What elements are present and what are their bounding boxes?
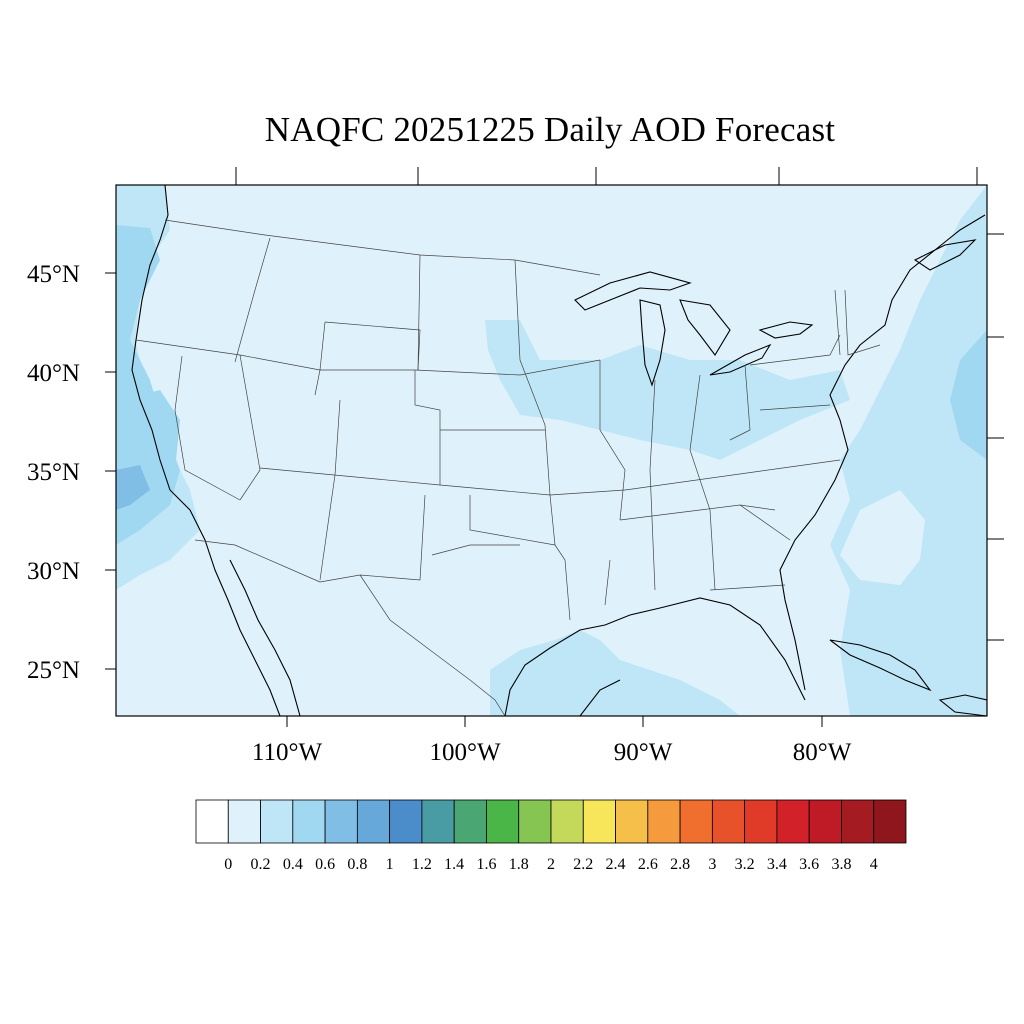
aod-region-pacific-high [116, 465, 150, 510]
colorbar-swatch [808, 799, 842, 844]
coastline-gulf [504, 597, 806, 716]
map-title: NAQFC 20251225 Daily AOD Forecast [264, 110, 836, 149]
colorbar-swatch [389, 799, 423, 844]
nova-scotia [913, 239, 977, 271]
colorbar-swatch [679, 799, 713, 844]
aod-region-atlantic-low [840, 490, 925, 585]
colorbar-swatch [356, 799, 391, 844]
aod-region-midwest [485, 320, 850, 460]
aod-region-atlantic [830, 185, 987, 716]
state-borders [135, 219, 881, 716]
lon-label-80: 80°W [793, 739, 852, 766]
hispaniola [938, 694, 987, 716]
map-ticks [105, 167, 1004, 727]
coastline-east [779, 214, 986, 691]
colorbar-label: 1 [386, 856, 394, 873]
colorbar-label: 0.4 [283, 856, 303, 873]
colorbar-swatch [711, 799, 746, 844]
colorbar-swatch [421, 799, 455, 844]
colorbar-label: 3.8 [831, 856, 851, 873]
colorbar-label: 1.4 [444, 856, 464, 873]
colorbar-swatch [582, 799, 616, 844]
colorbar-label: 3 [708, 856, 716, 873]
lat-label-30: 30°N [27, 558, 80, 585]
coastline-west [131, 185, 281, 716]
lake-erie [709, 343, 772, 376]
colorbar-swatch [486, 799, 520, 844]
colorbar-swatch [615, 799, 649, 844]
colorbar-swatch [550, 799, 584, 844]
colorbar-label: 1.2 [412, 856, 432, 873]
colorbar-label: 0.6 [315, 856, 335, 873]
aod-shading [116, 185, 987, 716]
colorbar-label: 3.6 [799, 856, 819, 873]
colorbar-label: 2.8 [670, 856, 690, 873]
colorbar-swatch [518, 799, 552, 844]
coastline-yucatan [579, 679, 621, 716]
colorbar-label: 4 [870, 856, 878, 873]
lat-label-45: 45°N [27, 261, 80, 288]
colorbar-swatch [776, 799, 810, 844]
map-frame [116, 185, 987, 716]
colorbar-swatch [227, 799, 261, 844]
colorbar-label: 3.4 [767, 856, 787, 873]
colorbar-label: 0.2 [251, 856, 271, 873]
colorbar-swatch [195, 799, 229, 844]
aod-region-gulf [490, 630, 740, 716]
colorbar-swatch [647, 799, 681, 844]
colorbar-swatch [841, 799, 875, 844]
cuba [829, 639, 932, 692]
colorbar-label: 0.8 [347, 856, 367, 873]
lon-label-110: 110°W [252, 739, 323, 766]
lake-huron [679, 299, 731, 356]
colorbar-label: 2.4 [606, 856, 626, 873]
colorbar-label: 0 [224, 856, 232, 873]
lat-label-40: 40°N [27, 360, 80, 387]
colorbar-label: 2.6 [638, 856, 658, 873]
lat-label-25: 25°N [27, 657, 80, 684]
colorbar-label: 3.2 [735, 856, 755, 873]
lat-label-35: 35°N [27, 459, 80, 486]
aod-region-california [140, 390, 180, 495]
lon-label-100: 100°W [429, 739, 500, 766]
colorbar-swatch [873, 799, 907, 844]
aod-region-atlantic-mid [950, 330, 987, 460]
colorbar-label: 2 [547, 856, 555, 873]
colorbar-swatch [292, 799, 326, 844]
coastline-baja-gulf [229, 559, 301, 716]
colorbar-swatch [260, 799, 294, 844]
colorbar-swatch [453, 799, 487, 844]
colorbar: 0 0.2 0.4 0.6 0.8 1 1.2 1.4 1.6 1.8 2 2.2 2.4 2.6 2.8 3… [195, 799, 907, 873]
colorbar-label: 2.2 [573, 856, 593, 873]
lake-michigan [639, 299, 666, 387]
lake-ontario [758, 321, 814, 339]
lon-label-90: 90°W [614, 739, 673, 766]
colorbar-swatch [744, 799, 778, 844]
colorbar-label: 1.6 [476, 856, 496, 873]
map-border [115, 184, 988, 717]
lake-superior [574, 271, 692, 311]
colorbar-swatch [324, 799, 358, 844]
colorbar-label: 1.8 [509, 856, 529, 873]
